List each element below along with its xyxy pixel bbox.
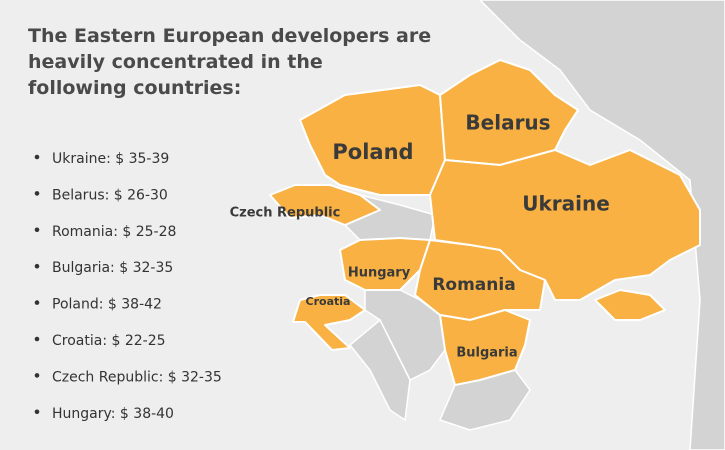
map-label: Ukraine bbox=[522, 192, 610, 216]
list-item: Poland: $ 38-42 bbox=[52, 297, 162, 313]
list-item: Czech Republic: $ 32-35 bbox=[52, 369, 222, 385]
list-item: Hungary: $ 38-40 bbox=[52, 406, 174, 422]
list-item: Ukraine: $ 35-39 bbox=[52, 151, 169, 167]
heading: The Eastern European developers are heavi… bbox=[28, 25, 431, 99]
bullet bbox=[34, 191, 40, 196]
map-label: Belarus bbox=[465, 111, 550, 135]
heading-line: The Eastern European developers are bbox=[28, 25, 431, 47]
country-bulgaria bbox=[439, 309, 531, 386]
map-label: Romania bbox=[432, 275, 515, 295]
bullet bbox=[34, 409, 40, 415]
neighbor-country bbox=[348, 318, 411, 422]
bullet bbox=[34, 373, 40, 378]
bullet bbox=[34, 227, 40, 233]
country-romania bbox=[414, 239, 546, 321]
heading-line: heavily concentrated in the bbox=[28, 51, 323, 73]
bullet bbox=[34, 300, 40, 305]
bullet bbox=[34, 336, 40, 342]
list-item: Croatia: $ 22-25 bbox=[52, 333, 166, 349]
map-label: Croatia bbox=[306, 295, 351, 308]
bullet bbox=[34, 263, 40, 269]
country-croatia bbox=[292, 294, 366, 351]
land-background bbox=[478, 0, 725, 450]
map-label: Bulgaria bbox=[456, 346, 517, 361]
list-item: Romania: $ 25-28 bbox=[52, 224, 176, 240]
map-label: Czech Republic bbox=[230, 206, 341, 221]
country-hungary bbox=[339, 237, 431, 291]
country-list: Ukraine: $ 35-39 Belarus: $ 26-30 Romania:… bbox=[34, 151, 222, 422]
heading-line: following countries: bbox=[28, 77, 241, 99]
list-item: Bulgaria: $ 32-35 bbox=[52, 260, 173, 276]
country-crimea bbox=[594, 289, 666, 321]
country-czech bbox=[269, 184, 381, 226]
map-label: Hungary bbox=[348, 266, 411, 281]
map: Poland Belarus Ukraine Czech Republic Hu… bbox=[230, 0, 725, 450]
bullet bbox=[34, 154, 40, 160]
map-label: Poland bbox=[332, 140, 413, 164]
neighbor-country bbox=[364, 289, 446, 382]
list-item: Belarus: $ 26-30 bbox=[52, 187, 168, 203]
